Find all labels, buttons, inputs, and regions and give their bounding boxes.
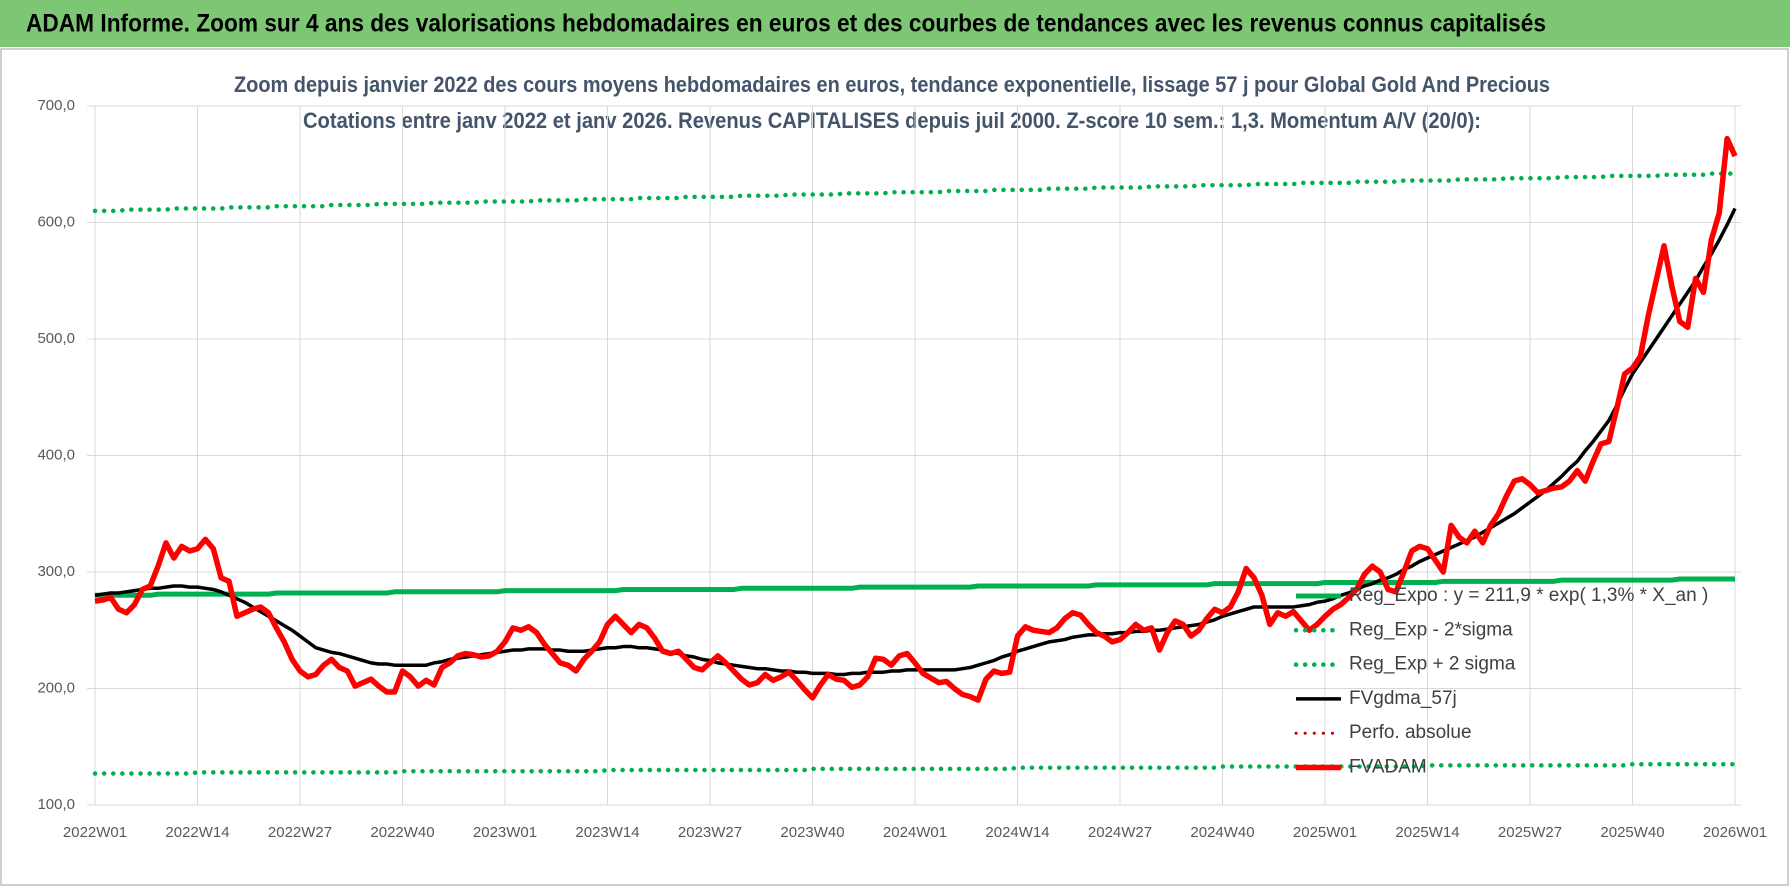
x-tick-label: 2022W14 <box>165 824 229 841</box>
x-tick-label: 2024W27 <box>1088 824 1152 841</box>
legend: Reg_Expo : y = 211,9 * exp( 1,3% * X_an … <box>1293 585 1708 778</box>
series-line <box>94 207 1737 677</box>
x-tick-label: 2023W40 <box>780 824 844 841</box>
legend-label: Reg_Exp - 2*sigma <box>1349 619 1513 640</box>
chart-title: Zoom depuis janvier 2022 des cours moyen… <box>234 72 1550 97</box>
title-bar <box>0 0 1790 47</box>
legend-label: FVgdma_57j <box>1349 688 1457 709</box>
y-tick-label: 600,0 <box>37 213 75 230</box>
x-tick-label: 2024W14 <box>985 824 1049 841</box>
y-tick-label: 100,0 <box>37 796 75 813</box>
x-tick-label: 2024W40 <box>1190 824 1254 841</box>
y-tick-label: 400,0 <box>37 446 75 463</box>
page-title: ADAM Informe. Zoom sur 4 ans des valoris… <box>26 10 1546 38</box>
y-tick-label: 700,0 <box>37 97 75 114</box>
plot <box>92 135 1738 776</box>
x-tick-label: 2026W01 <box>1703 824 1767 841</box>
legend-label: Reg_Exp + 2 sigma <box>1349 654 1516 675</box>
x-tick-label: 2023W01 <box>473 824 537 841</box>
x-tick-label: 2025W01 <box>1293 824 1357 841</box>
x-tick-label: 2025W40 <box>1600 824 1664 841</box>
legend-label: Perfo. absolue <box>1349 722 1472 743</box>
x-tick-label: 2023W27 <box>678 824 742 841</box>
legend-label: FVADAM <box>1349 757 1427 778</box>
series-line <box>94 135 1738 703</box>
series-line <box>95 576 1735 598</box>
x-tick-label: 2022W01 <box>63 824 127 841</box>
y-tick-label: 500,0 <box>37 330 75 347</box>
legend-label: Reg_Expo : y = 211,9 * exp( 1,3% * X_an … <box>1349 585 1708 606</box>
chart-subtitle: Cotations entre janv 2022 et janv 2026. … <box>303 108 1481 133</box>
y-tick-label: 200,0 <box>37 679 75 696</box>
y-tick-label: 300,0 <box>37 563 75 580</box>
x-tick-label: 2022W40 <box>370 824 434 841</box>
grid: 100,0 200,0 300,0 400,0 500,0 600,0 700,0 2022W… <box>37 97 1767 841</box>
x-tick-label: 2025W27 <box>1498 824 1562 841</box>
chart-frame <box>0 48 1789 886</box>
x-tick-label: 2025W14 <box>1395 824 1459 841</box>
series-line <box>92 761 1738 776</box>
x-tick-label: 2024W01 <box>883 824 947 841</box>
series-line <box>92 171 1738 214</box>
x-tick-label: 2022W27 <box>268 824 332 841</box>
x-tick-label: 2023W14 <box>575 824 639 841</box>
